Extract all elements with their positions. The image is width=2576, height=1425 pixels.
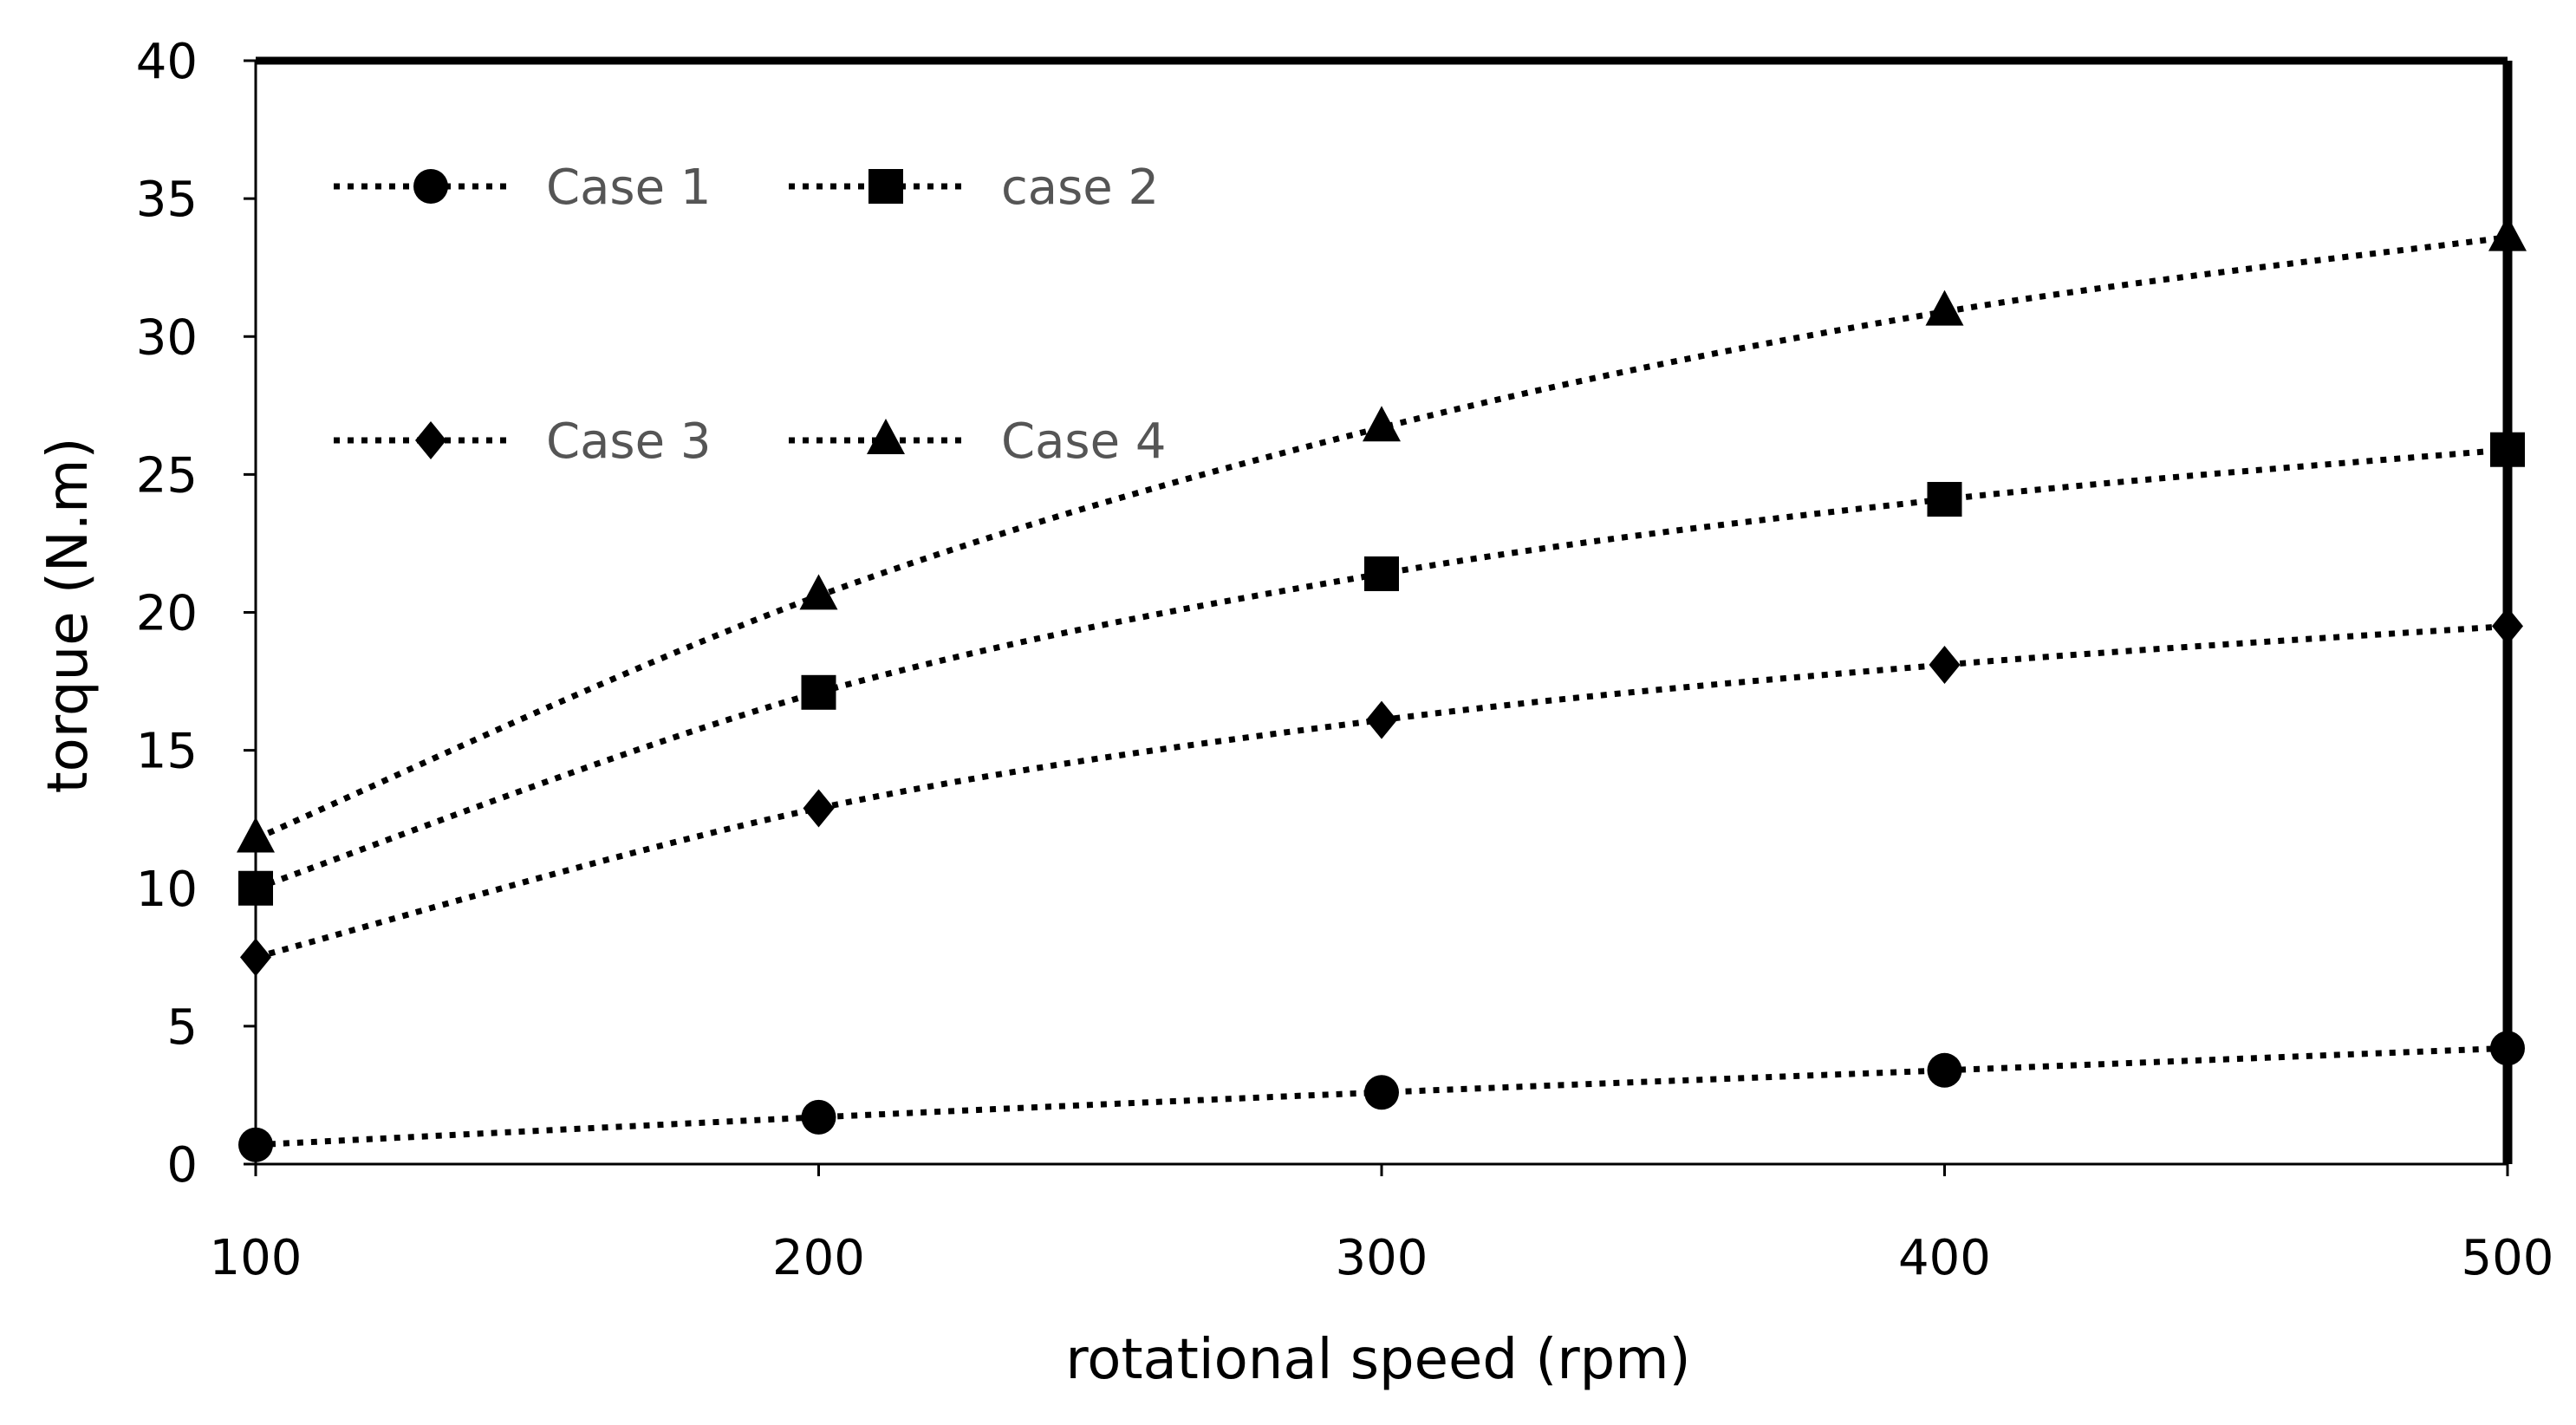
data-point [2488,215,2527,251]
x-tick-label: 100 [210,1230,302,1286]
y-tick-label: 0 [166,1137,198,1194]
legend-label: Case 3 [546,413,711,470]
data-point [1364,1075,1399,1110]
legend-label: case 2 [1001,159,1159,216]
data-point [240,938,271,977]
legend-label: Case 1 [546,159,711,216]
y-tick-label: 10 [136,862,198,918]
legend-marker [415,421,446,459]
data-point [1364,556,1399,591]
data-point [1927,1052,1962,1088]
data-point [237,817,275,853]
data-point [1363,406,1401,442]
legend-item: case 2 [789,159,1159,216]
series-1 [238,1031,2525,1162]
series-3 [240,607,2523,977]
series-layer [237,215,2527,1162]
x-tick-label: 500 [2462,1230,2554,1286]
x-tick-label: 200 [772,1230,865,1286]
legend-label: Case 4 [1001,413,1166,470]
data-point [2492,607,2523,646]
y-axis-title: torque (N.m) [36,438,101,794]
data-point [799,574,838,610]
series-4 [237,215,2527,853]
y-tick-label: 20 [136,586,198,642]
y-tick-label: 5 [166,999,198,1056]
series-line [255,622,2508,960]
legend-marker [867,419,905,454]
data-point [803,789,835,828]
legend-item: Case 1 [334,159,711,216]
data-point [801,1099,836,1135]
data-point [801,674,836,710]
data-point [238,1127,273,1162]
data-point [2490,432,2525,467]
data-point [1366,700,1397,739]
legend-marker [413,169,448,204]
legend-item: Case 4 [789,413,1166,470]
x-tick-label: 400 [1898,1230,1991,1286]
data-point [1925,290,1964,326]
y-axis: 0 5 10 15 20 25 30 35 40 [136,34,256,1194]
x-tick-label: 300 [1336,1230,1428,1286]
legend-item: Case 3 [334,413,711,470]
x-axis: 100 200 300 400 500 [210,1164,2554,1286]
legend: Case 1 case 2 Case 3 Case 4 [334,159,1166,470]
plot-area [254,56,2513,1166]
series-2 [238,432,2525,906]
y-tick-label: 25 [136,447,198,504]
y-tick-label: 15 [136,724,198,780]
data-point [2490,1031,2525,1066]
series-line [254,446,2508,892]
x-axis-title: rotational speed (rpm) [1065,1328,1690,1392]
data-point [238,870,273,906]
y-tick-label: 35 [136,172,198,228]
data-point [1929,645,1961,684]
y-tick-label: 40 [136,34,198,90]
y-tick-label: 30 [136,309,198,366]
legend-marker [868,169,903,204]
data-point [1927,482,1962,517]
series-line [254,234,2508,842]
